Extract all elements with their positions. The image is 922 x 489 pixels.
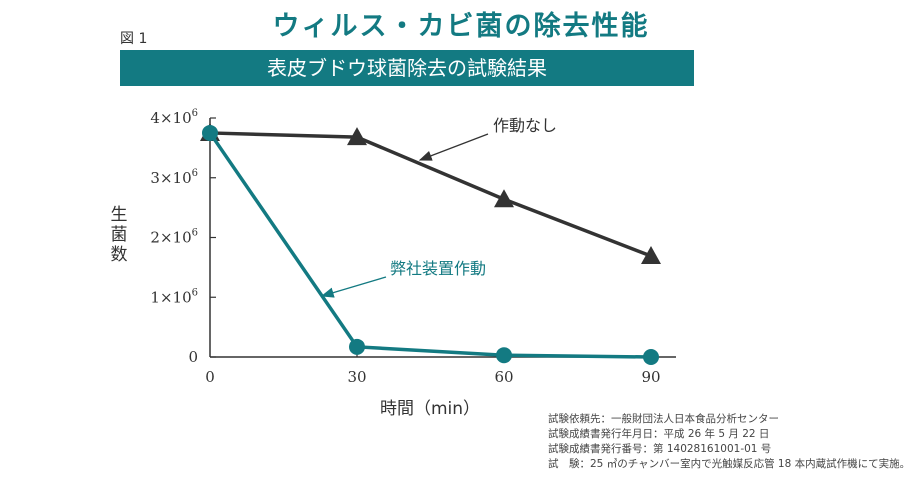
note-line: 試験成績書発行年月日：平成 26 年 5 月 22 日 xyxy=(548,428,770,440)
annotation-arrow xyxy=(418,133,489,161)
y-tick-label: 2×106 xyxy=(150,228,198,247)
data-point xyxy=(347,127,367,146)
note-line: 試 験：25 ㎥のチャンバー室内で光触媒反応管 18 本内蔵試作機にて実施。 xyxy=(548,458,911,470)
data-point xyxy=(641,246,661,265)
data-point xyxy=(496,347,512,364)
x-tick-label: 30 xyxy=(347,368,366,386)
x-tick-label: 60 xyxy=(494,368,513,386)
x-axis-label: 時間（min） xyxy=(379,399,481,419)
chart-title-banner: 表皮ブドウ球菌除去の試験結果 xyxy=(120,50,694,86)
data-point xyxy=(494,189,514,208)
main-title: ウィルス・カビ菌の除去性能 xyxy=(272,11,650,42)
series-line xyxy=(208,131,652,359)
series-label-on: 弊社装置作動 xyxy=(390,259,486,278)
y-tick-label: 1×106 xyxy=(150,287,198,306)
note-line: 試験依頼先：一般財団法人日本食品分析センター xyxy=(548,413,779,425)
series-line xyxy=(209,131,652,258)
y-axis-label: 生菌数 xyxy=(110,205,128,265)
series-label-off: 作動なし xyxy=(493,116,557,135)
test-notes: 試験依頼先：一般財団法人日本食品分析センター 試験成績書発行年月日：平成 26 … xyxy=(548,412,910,472)
x-tick-label: 0 xyxy=(205,368,215,386)
x-tick-label: 90 xyxy=(641,368,660,386)
figure-label: 図 1 xyxy=(120,31,148,47)
data-point xyxy=(349,338,365,355)
annotation-arrow xyxy=(320,276,387,298)
y-tick-label: 3×106 xyxy=(150,168,198,187)
y-tick-label: 4×106 xyxy=(150,108,198,127)
y-tick-label: 0 xyxy=(188,348,198,366)
note-line: 試験成績書発行番号：第 14028161001-01 号 xyxy=(548,443,772,455)
data-point xyxy=(643,349,659,365)
data-point xyxy=(202,124,218,141)
